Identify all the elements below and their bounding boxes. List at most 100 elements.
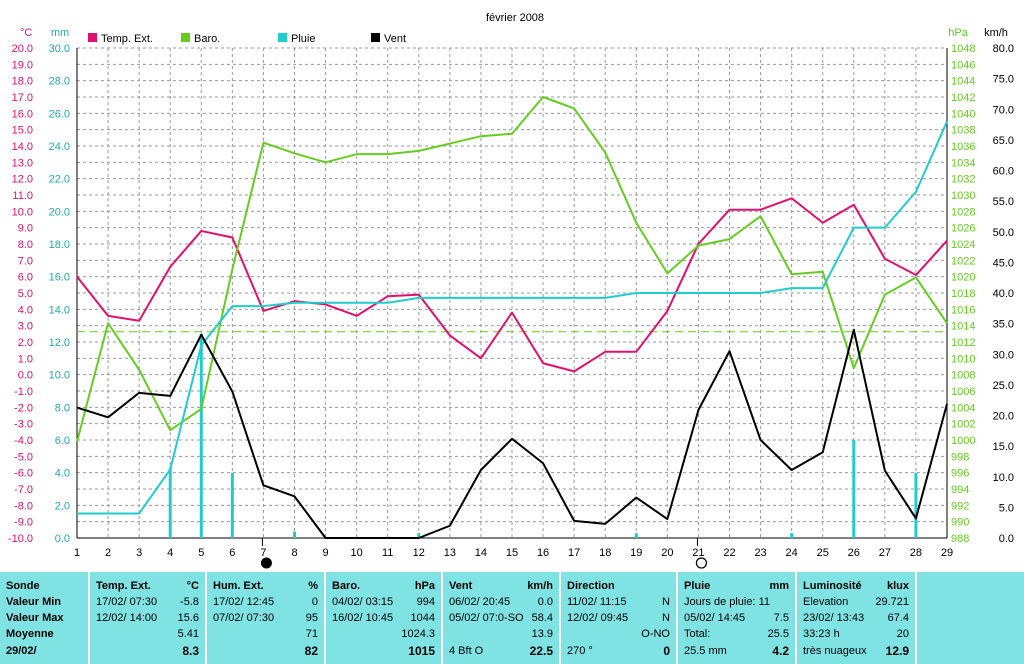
col-vent: Vent km/h 06/02/ 20:45 0.0 05/02/ 07:0-SO 5…: [441, 572, 559, 664]
pluie-last-label: 25.5 mm: [684, 645, 727, 657]
tick-label-rain: 24.0: [49, 141, 70, 153]
tick-label-x: 19: [630, 547, 642, 559]
lum-max-time: 23/02/ 13:43: [803, 612, 865, 624]
tick-label-baro: 1012: [951, 337, 975, 349]
tick-label-baro: 988: [951, 533, 969, 545]
tick-label-baro: 1018: [951, 288, 975, 300]
tick-label-wind: 50.0: [993, 227, 1014, 239]
axes: -10.0 -9.0 -8.0 -7.0 -6.0 -5.0 -4.0 -3.0 -2.0 -1.…: [8, 43, 1014, 559]
rain-bar: [168, 467, 172, 538]
tick-label-baro: 1036: [951, 141, 975, 153]
tick-label-rain: 16.0: [49, 272, 70, 284]
tick-label-x: 12: [413, 547, 425, 559]
tick-label-baro: 998: [951, 451, 969, 463]
tick-label-rain: 28.0: [49, 76, 70, 88]
unit-baro: hPa: [948, 27, 968, 39]
baro-min-time: 04/02/ 03:15: [332, 596, 394, 608]
tick-label-wind: 55.0: [993, 196, 1014, 208]
pluie-total-label: Total:: [684, 628, 711, 640]
hum-min-time: 17/02/ 12:45: [213, 596, 275, 608]
tick-label-baro: 1020: [951, 272, 975, 284]
tick-label-x: 29: [941, 547, 953, 559]
temp-title: Temp. Ext.: [96, 580, 151, 592]
rain-bar: [293, 531, 296, 538]
dir-last-label: 270 °: [567, 645, 593, 657]
baro-max-value: 1044: [410, 612, 435, 624]
tick-label-wind: 70.0: [993, 104, 1014, 116]
col-temp: Temp. Ext. °C 17/02/ 07:30 -5.8 12/02/ 14:…: [88, 572, 205, 664]
tick-label-x: 8: [291, 547, 297, 559]
tick-label-baro: 1038: [951, 125, 975, 137]
tick-label-x: 24: [786, 547, 798, 559]
tick-label-x: 20: [661, 547, 673, 559]
summary-panel: Sonde Valeur Min Valeur Max Moyenne 29/0…: [0, 572, 1024, 664]
tick-label-x: 7: [260, 547, 266, 559]
lum-sun-value: 20: [896, 628, 909, 640]
baro-max-time: 16/02/ 10:45: [332, 612, 394, 624]
moon-full-icon: [260, 557, 272, 569]
tick-label-rain: 4.0: [55, 468, 70, 480]
vent-last: 22.5: [529, 644, 553, 658]
temp-last: 8.3: [182, 644, 199, 658]
tick-label-x: 3: [136, 547, 142, 559]
tick-label-rain: 26.0: [49, 108, 70, 120]
tick-label-baro: 1014: [951, 321, 975, 333]
tick-label-x: 2: [105, 547, 111, 559]
baro-mean: 1024.3: [401, 628, 435, 640]
grid: [76, 47, 948, 539]
lum-elev-value: 29.721: [875, 596, 909, 608]
tick-label-x: 11: [382, 547, 393, 559]
series-line-wind: [76, 328, 948, 539]
rain-bar: [199, 333, 203, 538]
tick-label-temp: 1.0: [18, 353, 33, 365]
tick-label-baro: 994: [951, 484, 969, 496]
tick-label-rain: 6.0: [55, 435, 70, 447]
rain-bar: [417, 533, 421, 538]
vent-min-time: 06/02/ 20:45: [449, 596, 511, 608]
tick-label-x: 15: [506, 547, 518, 559]
lum-unit: klux: [886, 580, 909, 592]
vent-unit: km/h: [527, 580, 553, 592]
tick-label-x: 10: [351, 547, 363, 559]
col-baro: Baro. hPa 04/02/ 03:15 994 16/02/ 10:45 104…: [324, 572, 441, 664]
pluie-max-time: 05/02/ 14:45: [684, 612, 746, 624]
tick-label-rain: 30.0: [49, 43, 70, 55]
col-pluie: Pluie mm Jours de pluie: 11 05/02/ 14:45 7…: [676, 572, 795, 664]
tick-label-temp: -7.0: [14, 484, 33, 496]
tick-label-baro: 1042: [951, 92, 975, 104]
tick-label-temp: 3.0: [18, 321, 33, 333]
lum-sun-label: 33:23 h: [803, 628, 840, 640]
tick-label-baro: 1004: [951, 402, 975, 414]
tick-label-wind: 35.0: [993, 319, 1014, 331]
dir-min-time: 11/02/ 11:15: [567, 596, 627, 608]
tick-label-temp: 19.0: [12, 59, 33, 71]
tick-label-temp: 16.0: [12, 108, 33, 120]
tick-label-baro: 1010: [951, 353, 975, 365]
tick-label-temp: 17.0: [12, 92, 33, 104]
tick-label-temp: -2.0: [14, 402, 33, 414]
tick-label-temp: -4.0: [14, 435, 33, 447]
dir-max-value: N: [662, 612, 670, 624]
tick-label-wind: 20.0: [993, 411, 1014, 423]
tick-label-temp: 4.0: [18, 304, 33, 316]
tick-label-temp: 13.0: [12, 157, 33, 169]
tick-label-temp: -6.0: [14, 468, 33, 480]
tick-label-baro: 1000: [951, 435, 975, 447]
baro-min-value: 994: [416, 596, 435, 608]
pluie-title: Pluie: [684, 580, 711, 592]
temp-min-time: 17/02/ 07:30: [96, 596, 158, 608]
tick-label-baro: 1032: [951, 174, 975, 186]
tick-label-temp: 6.0: [18, 272, 33, 284]
col-empty: [915, 572, 1024, 664]
dir-mean: O-NO: [641, 628, 670, 640]
temp-mean: 5.41: [177, 628, 199, 640]
tick-label-temp: 20.0: [12, 43, 33, 55]
tick-label-x: 1: [74, 547, 80, 559]
pluie-total-value: 25.5: [767, 628, 789, 640]
tick-label-x: 17: [568, 547, 580, 559]
tick-label-baro: 1024: [951, 239, 975, 251]
tick-label-x: 25: [817, 547, 829, 559]
legend-label: Temp. Ext.: [101, 33, 153, 45]
hum-min-value: 0: [311, 596, 318, 608]
pluie-last: 4.2: [772, 644, 789, 658]
